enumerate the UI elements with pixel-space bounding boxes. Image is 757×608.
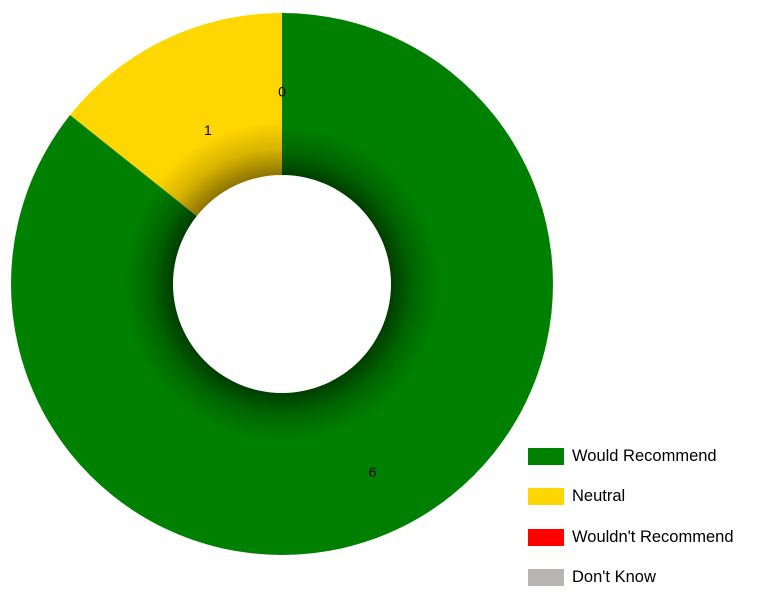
slice-label-neutral: 1 <box>204 122 212 138</box>
legend-item-would-recommend: Would Recommend <box>528 446 734 466</box>
slice-would-recommend <box>10 13 553 555</box>
slice-neutral <box>70 13 283 217</box>
legend-label-neutral: Neutral <box>572 487 626 505</box>
legend-item-dont-know: Don't Know <box>528 568 734 588</box>
legend-item-neutral: Neutral <box>528 487 734 507</box>
legend-label-would-recommend: Would Recommend <box>572 446 717 465</box>
legend-swatch-wouldnt-recommend <box>528 528 564 546</box>
legend-label-wouldnt-recommend: Wouldn't Recommend <box>572 527 734 546</box>
donut-slices <box>10 13 553 555</box>
slice-label-wouldn-t-recommend: 0 <box>278 84 286 100</box>
legend-swatch-dont-know <box>528 569 564 586</box>
legend-label-dont-know: Don't Know <box>572 568 656 586</box>
legend-swatch-would-recommend <box>528 447 564 465</box>
chart-legend: Would Recommend Neutral Wouldn't Recomme… <box>528 446 734 608</box>
donut-slice-labels: 6 1 0 <box>204 84 377 480</box>
legend-swatch-neutral <box>528 488 564 505</box>
slice-label-would-recommend: 6 <box>369 464 377 480</box>
donut-chart: 6 1 0 <box>10 13 553 555</box>
legend-item-wouldnt-recommend: Wouldn't Recommend <box>528 527 734 547</box>
